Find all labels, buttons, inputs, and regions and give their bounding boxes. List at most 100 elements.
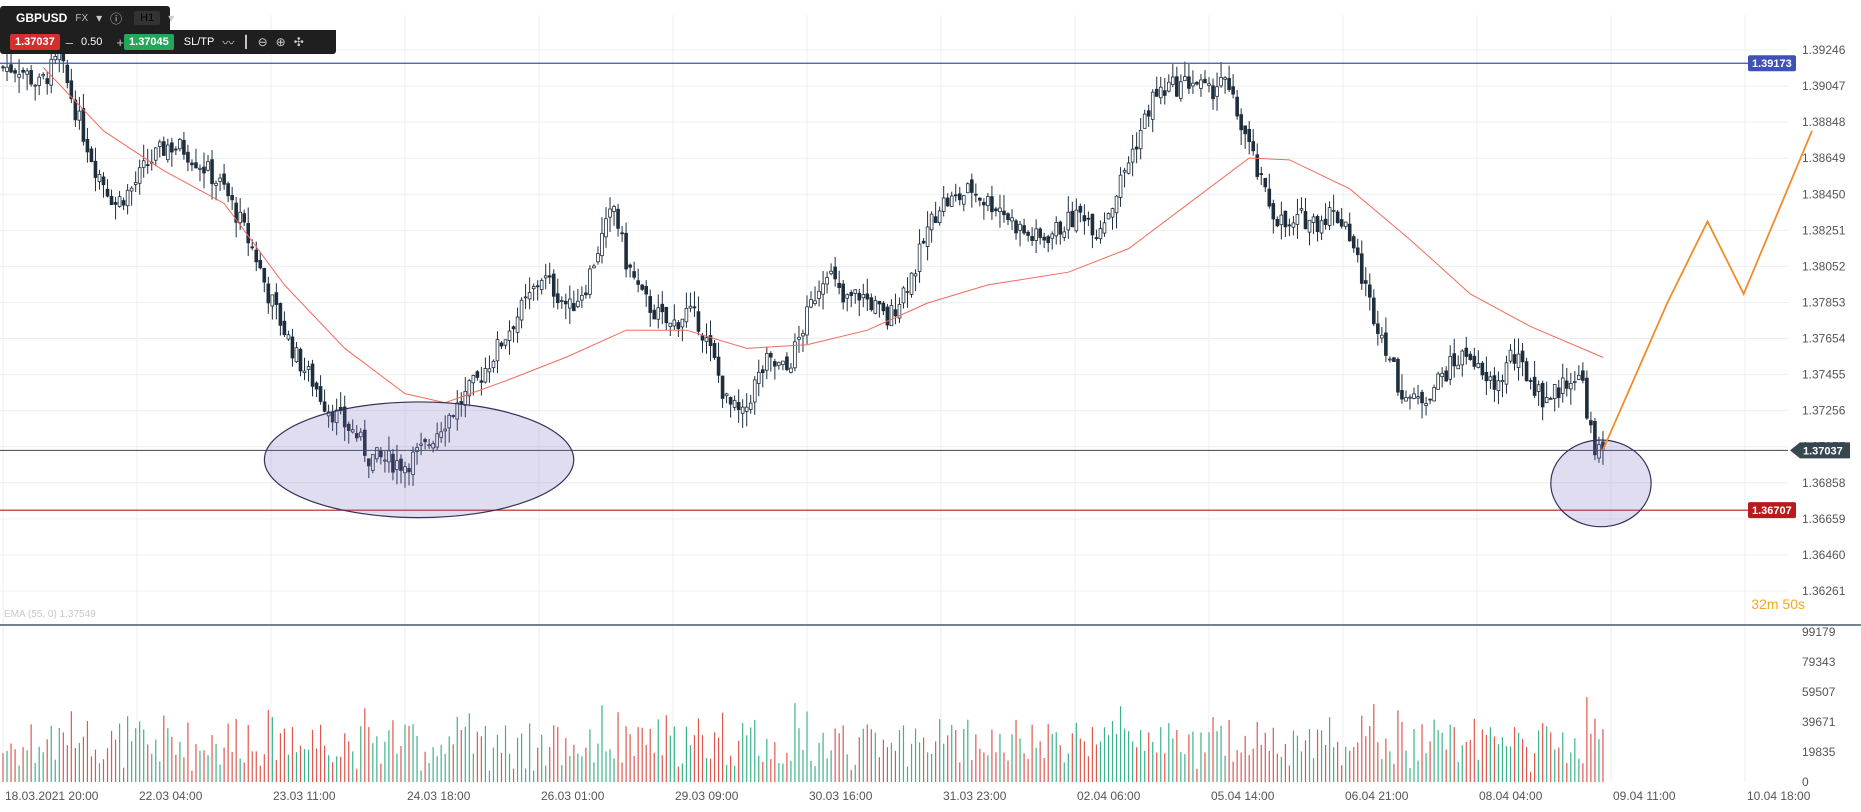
- candle: [346, 421, 351, 444]
- candle: [652, 304, 657, 320]
- candle: [1448, 345, 1453, 386]
- candle-bear: [475, 371, 480, 378]
- candle-bear: [1235, 96, 1239, 117]
- candle: [1480, 360, 1485, 380]
- x-tick-label: 18.03.2021 20:00: [5, 789, 99, 803]
- candle: [1014, 218, 1018, 240]
- timeframe-caret-icon[interactable]: ▾: [168, 11, 175, 25]
- x-tick-label: 09.04 11:00: [1613, 789, 1676, 803]
- candle: [1585, 370, 1589, 420]
- zoom-out-icon[interactable]: ⊖: [257, 35, 268, 49]
- candle-bear: [266, 283, 271, 304]
- decrease-quantity-button[interactable]: –: [65, 34, 73, 50]
- candle: [1569, 372, 1573, 405]
- caret-down-icon[interactable]: ▾: [96, 11, 103, 25]
- crosshair-icon[interactable]: ✣: [293, 35, 304, 49]
- candle-bull: [1018, 223, 1022, 231]
- candles-icon[interactable]: ┃: [242, 35, 250, 49]
- candle-bear: [1058, 221, 1063, 235]
- candles: [1, 35, 1605, 488]
- y-tick-label: 1.37455: [1802, 368, 1846, 382]
- candle: [1388, 356, 1392, 363]
- candle: [21, 67, 25, 80]
- candle-bull: [1597, 444, 1601, 459]
- candle: [286, 330, 291, 341]
- candle: [1110, 207, 1115, 230]
- resistance-price-tag: 1.39173: [1748, 55, 1796, 72]
- info-icon[interactable]: ⓘ: [110, 11, 123, 26]
- candle-bull: [214, 182, 218, 186]
- candle-bear: [182, 139, 186, 155]
- timeframe-selector[interactable]: H1: [134, 11, 161, 25]
- candle-bear: [298, 348, 303, 372]
- candle-bear: [1227, 77, 1231, 90]
- candle: [696, 296, 701, 336]
- increase-quantity-button[interactable]: +: [116, 34, 125, 50]
- sell-price-button[interactable]: 1.37037: [10, 34, 60, 50]
- candle: [897, 297, 902, 323]
- x-tick-label: 24.03 18:00: [407, 789, 471, 803]
- candle: [81, 93, 86, 146]
- candle: [817, 280, 821, 307]
- y-tick-label: 1.38251: [1802, 223, 1846, 237]
- candle: [789, 362, 793, 374]
- candle-bull: [559, 300, 564, 302]
- candle-bear: [391, 453, 395, 473]
- candle-bear: [1030, 236, 1034, 241]
- candle-bear: [1022, 225, 1026, 234]
- line-chart-icon[interactable]: 〰: [222, 35, 235, 50]
- candle: [266, 276, 271, 314]
- candle: [941, 186, 946, 217]
- candle-bear: [1593, 420, 1597, 456]
- candle: [596, 246, 600, 265]
- candle-bull: [435, 433, 439, 448]
- candle-bull: [821, 283, 825, 295]
- candle-bull: [1279, 214, 1284, 226]
- candle: [519, 297, 524, 329]
- sltp-button[interactable]: SL/TP: [183, 36, 215, 48]
- candle: [1114, 195, 1119, 229]
- candle-bull: [375, 447, 379, 460]
- candle: [1126, 156, 1131, 175]
- candle: [1271, 199, 1276, 234]
- candle: [1428, 398, 1432, 405]
- candle-bear: [1231, 86, 1235, 95]
- candle-bear: [1351, 236, 1356, 249]
- candle-bull: [41, 74, 45, 77]
- candle: [640, 283, 644, 292]
- candle: [1026, 230, 1030, 242]
- candle: [45, 71, 50, 95]
- candle: [415, 442, 419, 465]
- candle-bull: [1150, 91, 1155, 120]
- candle: [1456, 355, 1461, 370]
- candle-bull: [901, 287, 906, 304]
- candle-bull: [1118, 174, 1123, 198]
- zoom-in-icon[interactable]: ⊕: [275, 35, 286, 49]
- quantity-field[interactable]: 0.50: [81, 36, 103, 48]
- candle: [230, 186, 234, 210]
- candle: [676, 320, 681, 337]
- candle-bull: [588, 268, 592, 295]
- candle-bull: [238, 211, 242, 224]
- candle: [451, 414, 456, 419]
- candle: [1018, 220, 1022, 247]
- candle-bull: [777, 362, 781, 366]
- candle-bear: [246, 223, 251, 244]
- candle-bull: [439, 431, 443, 438]
- candle: [998, 194, 1002, 228]
- candle: [1424, 396, 1428, 416]
- buy-price-button[interactable]: 1.37045: [124, 34, 174, 50]
- candle-bear: [93, 160, 98, 178]
- candle-bull: [1179, 81, 1183, 99]
- candle: [620, 225, 624, 242]
- candle: [765, 346, 769, 379]
- trade-toolbar: 1.37037 – 0.50 + 1.37045 SL/TP 〰 ┃ ⊖ ⊕ ✣: [0, 30, 336, 54]
- candle: [1179, 74, 1183, 102]
- candle-bull: [809, 299, 813, 308]
- candle-bull: [668, 322, 673, 327]
- candle: [89, 146, 94, 163]
- candle: [825, 271, 829, 294]
- symbol-name[interactable]: GBPUSD: [16, 11, 68, 25]
- market-label: FX: [75, 12, 89, 24]
